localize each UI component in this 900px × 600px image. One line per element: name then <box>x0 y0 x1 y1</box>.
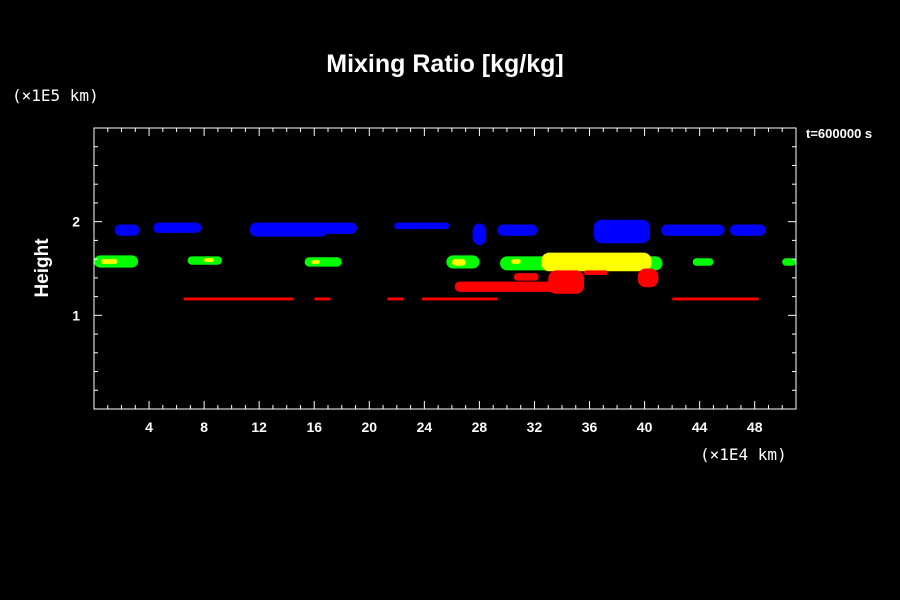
x-tick-label: 4 <box>145 419 153 435</box>
x-tick-label: 16 <box>306 419 322 435</box>
chart-title: Mixing Ratio [kg/kg] <box>326 50 564 78</box>
time-label: t=600000 s <box>806 126 872 141</box>
contour-region <box>114 224 140 236</box>
contour-region <box>593 219 651 244</box>
contour-region <box>394 222 450 230</box>
plot-frame <box>93 127 797 410</box>
y-axis-label: Height <box>32 238 53 298</box>
contour-region <box>421 297 498 301</box>
x-tick-label: 44 <box>692 419 708 435</box>
y-tick-label: 2 <box>72 214 80 230</box>
x-tick-label: 8 <box>200 419 208 435</box>
contour-region <box>513 273 539 281</box>
contour-region <box>304 257 342 267</box>
y-tick-label: 1 <box>72 307 80 323</box>
contour-region <box>637 268 659 288</box>
x-tick-label: 48 <box>747 419 763 435</box>
contour-region <box>454 281 560 292</box>
contour-region <box>497 224 538 236</box>
x-unit-label: (×1E4 km) <box>700 445 787 464</box>
x-tick-label: 40 <box>637 419 653 435</box>
contour-region <box>541 252 652 272</box>
contour-region <box>314 297 331 301</box>
contour-region <box>692 258 714 266</box>
contour-region <box>204 258 214 262</box>
x-tick-label: 36 <box>582 419 598 435</box>
contour-region <box>387 297 404 301</box>
contour-region <box>318 222 357 234</box>
contour-region <box>153 222 202 233</box>
x-tick-label: 32 <box>527 419 543 435</box>
x-tick-label: 12 <box>251 419 267 435</box>
contour-region <box>672 297 759 301</box>
contour-region <box>183 297 294 301</box>
contour-regions <box>94 219 796 301</box>
contour-region <box>311 260 320 264</box>
contour-region <box>782 258 796 266</box>
contour-region <box>249 222 328 237</box>
contour-region <box>511 259 521 264</box>
contour-region <box>472 223 487 246</box>
contour-region <box>100 259 118 264</box>
contour-region <box>584 270 608 276</box>
x-tick-label: 20 <box>362 419 378 435</box>
contour-region <box>548 270 585 294</box>
x-tick-label: 24 <box>417 419 433 435</box>
contour-region <box>729 224 766 236</box>
contour-region <box>661 224 725 236</box>
x-tick-label: 28 <box>472 419 488 435</box>
y-unit-label: (×1E5 km) <box>12 86 99 105</box>
contour-region <box>451 259 466 266</box>
